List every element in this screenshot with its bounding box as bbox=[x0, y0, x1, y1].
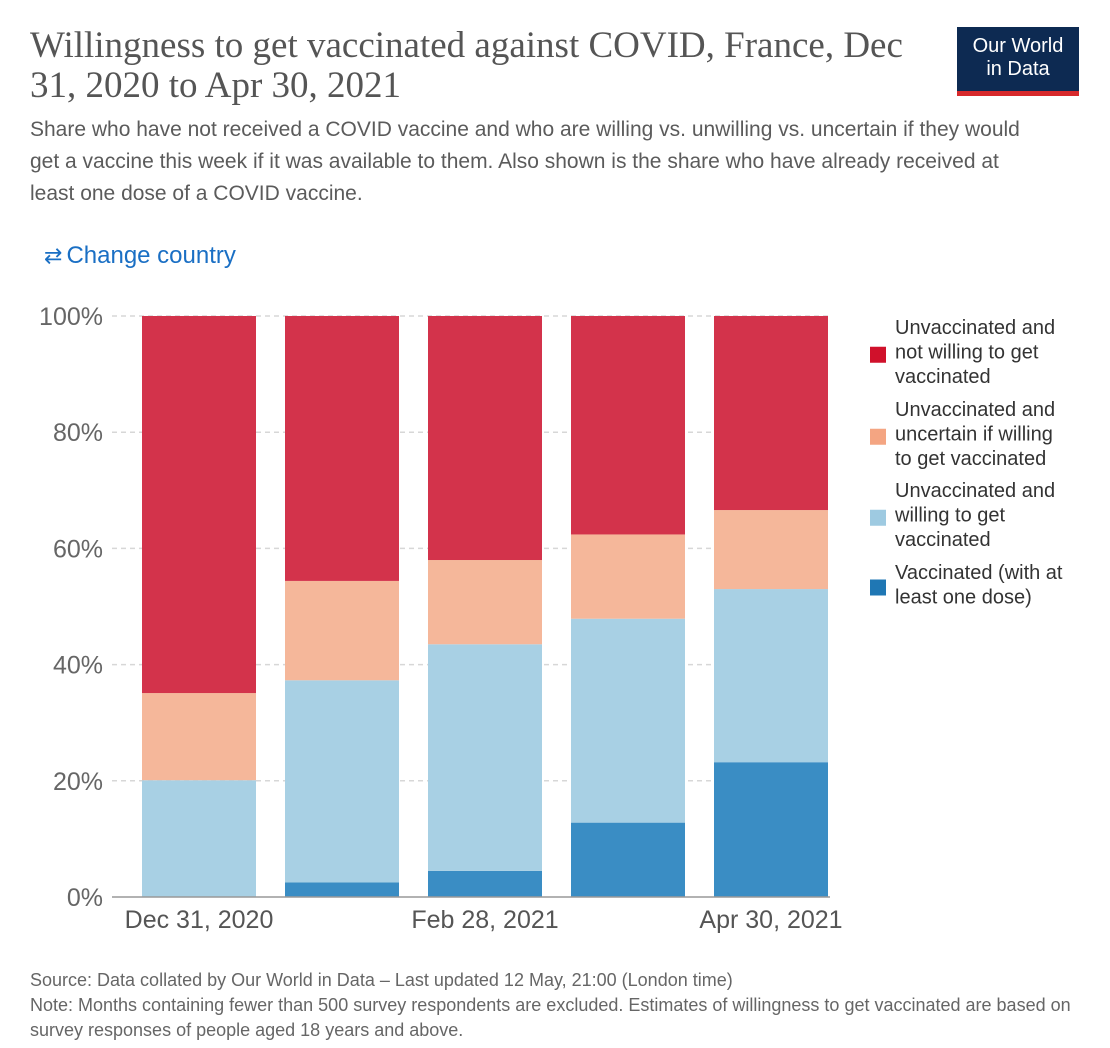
y-tick-label: 80% bbox=[53, 419, 103, 447]
bar-segment[interactable]: Unvaccinated and not willing to get vacc… bbox=[428, 316, 542, 561]
y-tick-label: 0% bbox=[67, 884, 103, 912]
bar-segment[interactable]: Unvaccinated and uncertain if willing to… bbox=[714, 510, 828, 590]
legend-label[interactable]: uncertain if willing bbox=[895, 424, 1053, 446]
y-tick-label: 100% bbox=[39, 303, 103, 331]
legend-label[interactable]: Unvaccinated and bbox=[895, 399, 1055, 421]
bar-segment[interactable]: Vaccinated (with at least one dose) — Ap… bbox=[714, 762, 828, 897]
x-tick-label: Feb 28, 2021 bbox=[411, 906, 558, 934]
owid-logo[interactable]: Our World in Data bbox=[957, 27, 1079, 96]
chart-title: Willingness to get vaccinated against CO… bbox=[30, 25, 903, 106]
bar-segment[interactable]: Vaccinated (with at least one dose) — Ja… bbox=[285, 882, 399, 897]
bar-segment[interactable]: Unvaccinated and not willing to get vacc… bbox=[571, 316, 685, 535]
legend-label[interactable]: not willing to get bbox=[895, 342, 1039, 364]
bar-segment[interactable]: Unvaccinated and uncertain if willing to… bbox=[428, 560, 542, 645]
bar-segment[interactable]: Unvaccinated and willing to get vaccinat… bbox=[571, 618, 685, 823]
x-tick-label: Apr 30, 2021 bbox=[699, 906, 842, 934]
bar-segment[interactable]: Unvaccinated and not willing to get vacc… bbox=[285, 316, 399, 581]
legend-swatch[interactable] bbox=[870, 579, 886, 596]
bar-segment[interactable]: Unvaccinated and uncertain if willing to… bbox=[571, 534, 685, 619]
legend-label[interactable]: Unvaccinated and bbox=[895, 317, 1055, 339]
legend-label[interactable]: vaccinated bbox=[895, 366, 991, 388]
y-tick-label: 20% bbox=[53, 768, 103, 796]
change-country-button[interactable]: ⇄ Change country bbox=[44, 240, 236, 272]
bar-segment[interactable]: Vaccinated (with at least one dose) — Ma… bbox=[571, 822, 685, 897]
legend-swatch[interactable] bbox=[870, 346, 886, 363]
legend-label[interactable]: Vaccinated (with at bbox=[895, 562, 1063, 584]
source-text: Source: Data collated by Our World in Da… bbox=[30, 970, 733, 990]
legend-label[interactable]: vaccinated bbox=[895, 529, 991, 551]
logo-line-1: Our World bbox=[972, 35, 1064, 57]
y-tick-label: 40% bbox=[53, 652, 103, 680]
bar-segment[interactable]: Unvaccinated and willing to get vaccinat… bbox=[714, 589, 828, 763]
legend-swatch[interactable] bbox=[870, 509, 886, 526]
x-tick-label: Dec 31, 2020 bbox=[125, 906, 274, 934]
logo-line-2: in Data bbox=[986, 58, 1050, 80]
change-country-label: Change country bbox=[66, 242, 236, 269]
bar-segment[interactable]: Unvaccinated and not willing to get vacc… bbox=[142, 316, 256, 694]
bar-segment[interactable]: Unvaccinated and uncertain if willing to… bbox=[285, 580, 399, 681]
bar-segment[interactable]: Unvaccinated and not willing to get vacc… bbox=[714, 316, 828, 511]
bar-segment[interactable]: Vaccinated (with at least one dose) — Fe… bbox=[428, 870, 542, 897]
bar-segment[interactable]: Unvaccinated and willing to get vaccinat… bbox=[142, 780, 256, 897]
legend-label[interactable]: to get vaccinated bbox=[895, 448, 1046, 470]
bar-segment[interactable]: Unvaccinated and willing to get vaccinat… bbox=[285, 680, 399, 883]
legend-swatch[interactable] bbox=[870, 428, 886, 445]
note-text: Note: Months containing fewer than 500 s… bbox=[30, 995, 1071, 1040]
chart-subtitle: Share who have not received a COVID vacc… bbox=[30, 118, 1020, 205]
bar-segment[interactable]: Unvaccinated and willing to get vaccinat… bbox=[428, 644, 542, 871]
stacked-bar-chart: 0% 20% 40% 60% 80% 100% Unvaccinated and willi… bbox=[39, 303, 1063, 934]
legend-label[interactable]: Unvaccinated and bbox=[895, 480, 1055, 502]
bar-segment[interactable]: Unvaccinated and uncertain if willing to… bbox=[142, 693, 256, 781]
legend-label[interactable]: willing to get bbox=[894, 505, 1006, 527]
chart-footer: Source: Data collated by Our World in Da… bbox=[30, 968, 1090, 1043]
swap-arrows-icon: ⇄ bbox=[44, 243, 63, 268]
y-tick-label: 60% bbox=[53, 535, 103, 563]
legend-label[interactable]: least one dose) bbox=[895, 587, 1032, 609]
